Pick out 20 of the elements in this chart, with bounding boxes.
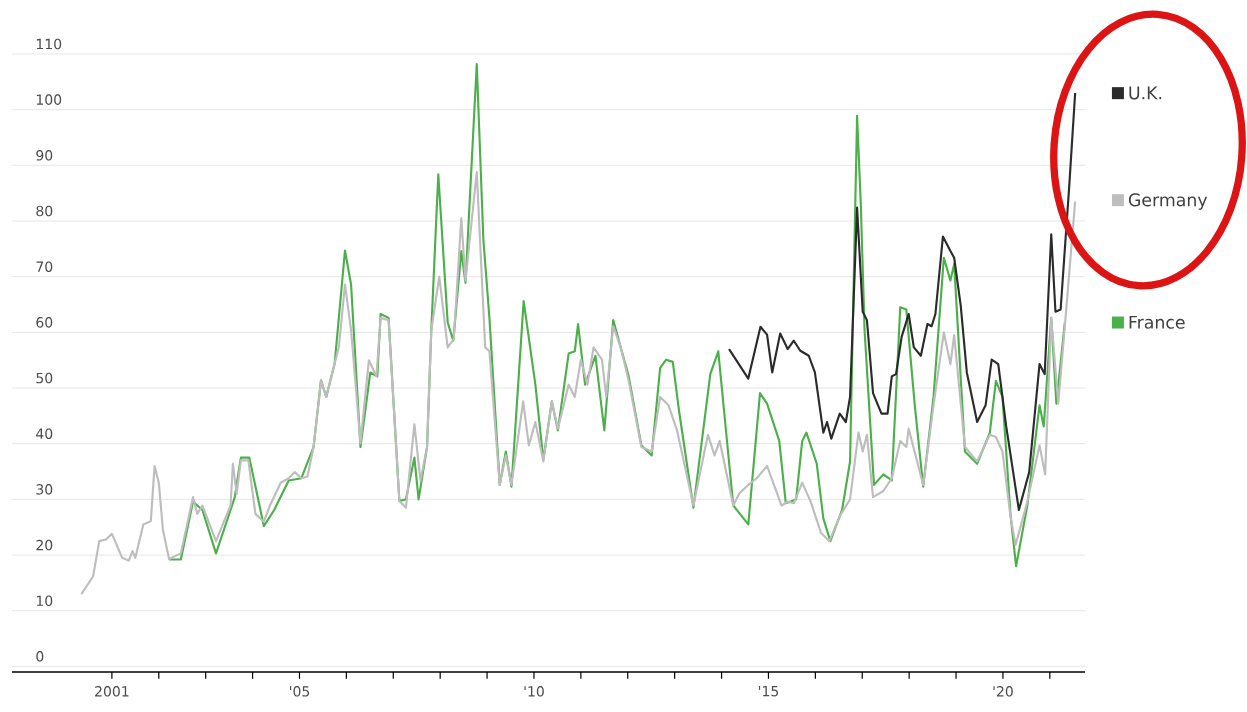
y-tick-label: 70: [36, 261, 53, 272]
y-tick-label: 20: [36, 539, 53, 551]
x-tick-label: '15: [758, 686, 779, 697]
y-tick-label: 110: [36, 38, 62, 50]
y-tick-label: 90: [36, 150, 53, 161]
y-tick-label: 80: [36, 205, 53, 217]
x-tick-label: '20: [993, 686, 1013, 697]
x-tick-label: '10: [524, 686, 544, 697]
y-tick-label: 60: [36, 317, 53, 328]
legend-label: France: [1129, 315, 1185, 329]
y-tick-label: 10: [36, 595, 53, 607]
y-tick-label: 0: [36, 651, 44, 662]
y-tick-label: 40: [36, 428, 53, 439]
y-tick-label: 50: [36, 372, 53, 384]
y-tick-label: 30: [36, 484, 53, 495]
y-tick-label: 100: [36, 94, 62, 105]
legend-label: U.K.: [1129, 86, 1162, 100]
x-tick-label: '05: [289, 686, 310, 697]
legend-label: Germany: [1128, 193, 1208, 210]
x-tick-label: 2001: [95, 686, 129, 697]
